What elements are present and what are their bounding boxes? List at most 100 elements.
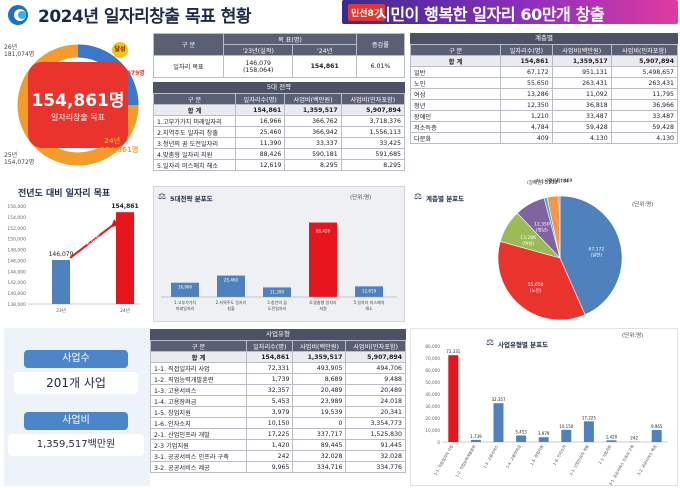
strategy-bar — [171, 282, 199, 297]
type-cell: 19,539 — [292, 406, 347, 418]
class-header-0: 구 분 — [410, 44, 501, 56]
type-cell: 3,354,773 — [345, 417, 406, 429]
yoy-ytick: 152,000 — [7, 226, 26, 232]
yoy-ytick: 142,000 — [7, 280, 26, 286]
class-cell: 일반 — [410, 66, 501, 78]
yoy-data-label: 146,079 — [49, 251, 74, 258]
pie-category-label: (일반) — [590, 251, 602, 258]
type-cell: 91,445 — [345, 439, 406, 451]
strategy-cell: 366,942 — [284, 126, 342, 138]
type-cell: 1-5. 창업지원 — [150, 406, 247, 418]
yoy-arrow-label: 6.01% — [86, 234, 103, 248]
strategy-xtick: 4.맞춤형 일자리 — [309, 299, 336, 305]
goal-header-category: 구 분 — [153, 33, 224, 56]
class-cell: 13,286 — [500, 88, 553, 100]
ring-right-top-label: 23년 146,079명 — [96, 70, 145, 77]
type-bar — [493, 403, 504, 442]
type-cell: 2-1. 산업인프라 개발 — [150, 428, 247, 440]
class-cell: 59,428 — [551, 121, 612, 133]
type-cell: 1-6. 인자소지 — [150, 417, 247, 429]
budget-card-value: 1,359,517백만원 — [8, 434, 144, 456]
type-table: 구 분 일자리수(명) 사업비(백만원) 사업비(민자포함) 합 계 154,86… — [150, 340, 406, 473]
type-cell: 20,341 — [345, 406, 406, 418]
type-total-row: 합 계 154,861 1,359,517 5,907,894 — [150, 351, 406, 363]
class-cell: 저소득층 — [410, 121, 501, 133]
type-xtick: 1-5. 창업지원 — [529, 444, 545, 467]
pie-data-label: (다문화) 409 — [546, 177, 572, 184]
strategy-cell: 2.지역주도 일자리 창출 — [153, 126, 236, 138]
type-xtick: 1-2. 직업능력개발훈련 — [454, 444, 477, 479]
class-cell: 33,487 — [551, 110, 612, 122]
goal-rate: 6.01% — [355, 55, 406, 78]
type-cell: 242 — [245, 450, 294, 462]
type-cell: 334,776 — [345, 461, 406, 473]
strategy-bar — [263, 287, 291, 297]
type-cell: 0 — [292, 417, 347, 429]
pie-data-label: 55,650 — [528, 282, 544, 288]
type-row: 1-6. 인자소지 10,150 0 3,354,773 — [150, 417, 406, 429]
class-row: 다문화 409 4,130 4,130 — [410, 132, 679, 144]
class-total-row: 합 계 154,861 1,359,517 5,907,894 — [410, 55, 679, 67]
type-ytick: 10,000 — [425, 428, 440, 433]
type-cell: 493,905 — [292, 362, 347, 374]
strategy-cell: 1.고부가가치 미래일자리 — [153, 115, 236, 127]
type-cell: 9,965 — [245, 461, 294, 473]
achieved-badge-icon: 달성 — [112, 42, 128, 58]
class-cell: 409 — [500, 132, 553, 144]
strategy-xtick: 3.청년의 꿈 — [267, 299, 287, 305]
yoy-arrow-head — [111, 219, 119, 228]
strategy-chart-unit: (단위:명) — [350, 195, 372, 201]
strategy-xtick-line2: 도전일자리 — [268, 305, 287, 311]
ring-panel: 154,861명 일자리창출 목표 26년 181,074명 25년 154,0… — [4, 40, 152, 170]
pie-chart-title: 계층별 분포도 — [426, 195, 465, 203]
class-cell: 154,861 — [500, 55, 553, 67]
type-xtick: 3-2. 공공서비스 제공 — [636, 444, 658, 477]
strategy-cell: 12,619 — [234, 159, 286, 171]
yoy-bar — [52, 260, 70, 304]
strategy-cell: 33,425 — [340, 137, 406, 149]
yoy-ytick: 148,000 — [7, 248, 26, 254]
type-cell: 3-1. 공공서비스 인프라 구축 — [150, 450, 247, 462]
class-cell: 55,650 — [500, 77, 553, 89]
strategy-data-label: 16,966 — [178, 285, 192, 290]
strategy-cell: 591,685 — [340, 148, 406, 160]
banner-badge: 민선8기 — [348, 4, 386, 21]
class-cell: 4,130 — [551, 132, 612, 144]
class-header-2: 사업비(백만원) — [551, 44, 612, 56]
class-cell: 장애인 — [410, 110, 501, 122]
class-cell: 4,784 — [500, 121, 553, 133]
type-cell: 20,489 — [345, 384, 406, 396]
class-cell: 5,907,894 — [610, 55, 679, 67]
strategy-cell: 합 계 — [153, 104, 236, 116]
pie-data-label: 67,172 — [589, 246, 605, 252]
type-cell: 1-4. 고용장려금 — [150, 395, 247, 407]
yoy-ytick: 140,000 — [7, 291, 26, 297]
yoy-chart: 156,000 154,000 152,000 150,000 148,000 146,0… — [7, 203, 140, 314]
goal-y23-sub: (158,064) — [243, 66, 274, 74]
pie-category-label: (노인) — [530, 287, 542, 294]
type-bar — [448, 355, 459, 442]
type-row: 1-3. 고용서비스 32,357 20,489 20,489 — [150, 384, 406, 396]
class-cell: 36,966 — [610, 99, 679, 111]
strategy-cell: 3.청년의 꿈 도전일자리 — [153, 137, 236, 149]
strategy-header-1: 일자리수(명) — [234, 93, 286, 105]
strategy-cell: 154,861 — [234, 104, 286, 116]
type-cell: 1,739 — [245, 373, 294, 385]
type-cell: 1-2. 직업능력개발훈련 — [150, 373, 247, 385]
type-cell: 154,861 — [245, 351, 294, 363]
ring-right-bottom-value: 154,861명 — [100, 146, 139, 154]
strategy-bar — [309, 222, 337, 297]
ring-left-bottom-year: 25년 — [4, 152, 18, 159]
type-bar — [606, 440, 617, 442]
ring-left-top-value: 181,074명 — [4, 51, 35, 58]
class-cell: 263,431 — [551, 77, 612, 89]
type-cell: 2-3 기업지원 — [150, 439, 247, 451]
goal-subheader-23: '23년(실적) — [222, 44, 294, 56]
goal-row-label: 일자리 목표 — [153, 55, 224, 78]
banner-text: 시민이 행복한 일자리 60만개 창출 — [376, 5, 605, 24]
yoy-arrow — [69, 223, 115, 259]
type-xtick: 3-1. 공공서비스 인프라 구축 — [608, 444, 636, 486]
type-cell: 1,525,830 — [345, 428, 406, 440]
type-ytick: 20,000 — [425, 416, 440, 421]
pie-data-label: (저소득층) 4,784 — [534, 177, 569, 184]
